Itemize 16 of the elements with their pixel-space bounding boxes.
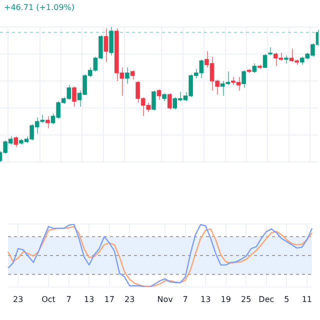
x-tick-label: Nov	[157, 294, 174, 304]
x-tick-label: Dec	[258, 294, 274, 304]
text: +46.71 (+1.09%)	[4, 3, 75, 12]
x-tick-label: 13	[84, 294, 94, 304]
x-tick-label: 17	[104, 294, 114, 304]
x-tick-label: 7	[66, 294, 72, 304]
x-tick-label: Oct	[42, 294, 56, 304]
x-tick-label: 13	[200, 294, 211, 304]
x-tick-label: 23	[124, 294, 135, 304]
x-tick-label: 7	[182, 294, 188, 304]
x-tick-label: 19	[220, 294, 231, 304]
x-tick-label: 25	[241, 294, 252, 304]
candlestick	[262, 54, 268, 68]
x-tick-label: 5	[284, 294, 290, 304]
x-tick-label: 23	[13, 294, 24, 304]
x-tick-label: 11	[302, 294, 312, 304]
